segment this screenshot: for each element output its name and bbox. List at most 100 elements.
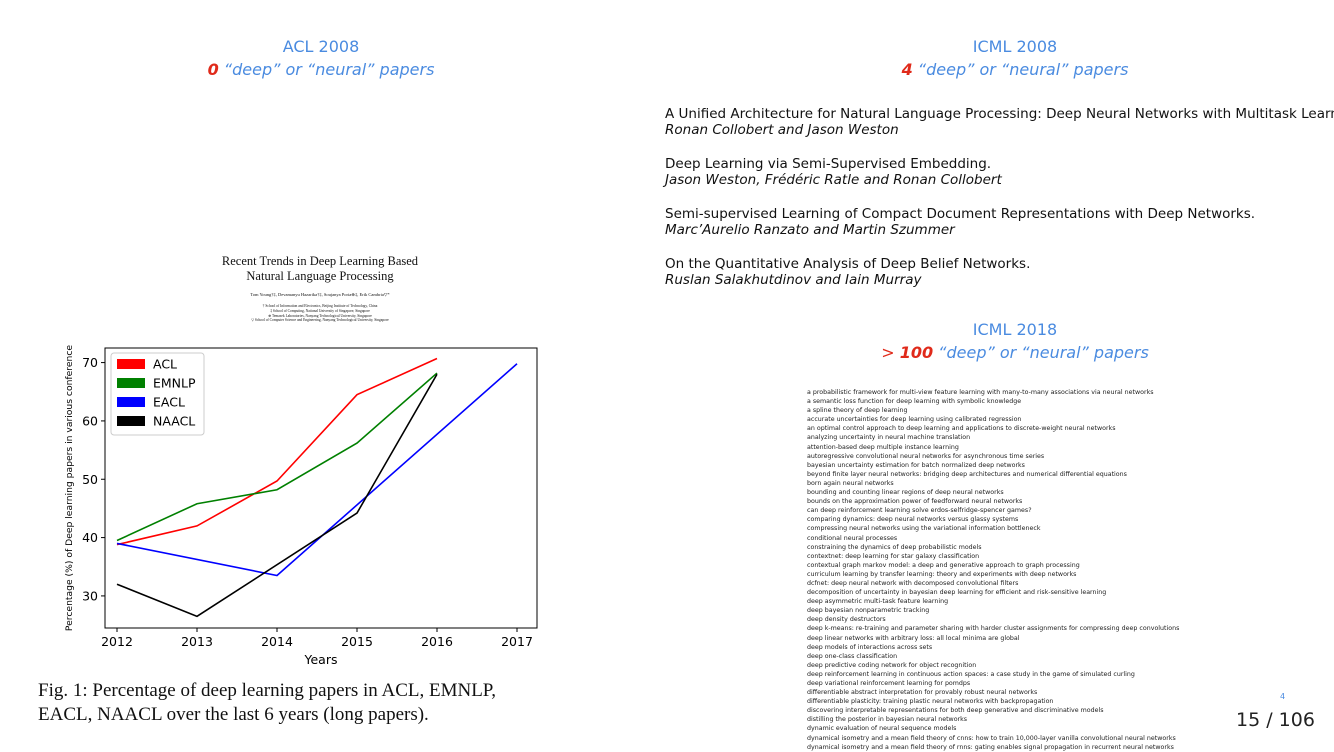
icml2018-title-item: a probabilistic framework for multi-view…	[807, 389, 1154, 396]
paper-authors: Ruslan Salakhutdinov and Iain Murray	[665, 272, 922, 288]
paper-title: Deep Learning via Semi-Supervised Embedd…	[665, 156, 992, 172]
icml2018-title-item: deep density destructors	[807, 616, 886, 624]
embedded-paper-header: Recent Trends in Deep Learning Based Nat…	[170, 254, 470, 323]
icml2018-title-item: dynamical isometry and a mean field theo…	[807, 734, 1176, 742]
icml2018-label: “deep” or “neural” papers	[933, 343, 1149, 362]
icml2018-title-item: deep bayesian nonparametric tracking	[807, 607, 930, 615]
icml2018-title-item: a spline theory of deep learning	[807, 407, 908, 415]
legend-swatch-eacl	[117, 397, 145, 407]
icml2018-title-item: bounds on the approximation power of fee…	[807, 498, 1023, 506]
chart-lines	[116, 357, 518, 618]
icml2018-title-item: dcfnet: deep neural network with decompo…	[807, 579, 1019, 587]
icml2018-title-item: deep k-means: re-training and parameter …	[807, 625, 1180, 633]
figure-caption-line1: Fig. 1: Percentage of deep learning pape…	[38, 680, 497, 701]
icml2018-title-item: conditional neural processes	[807, 534, 898, 542]
icml2018-title-item: differentiable abstract interpretation f…	[807, 689, 1038, 697]
legend-label-eacl: EACL	[153, 395, 185, 410]
icml2018-title-item: autoregressive convolutional neural netw…	[807, 452, 1045, 460]
paper-title: A Unified Architecture for Natural Langu…	[665, 106, 1334, 122]
paper-item: Deep Learning via Semi-Supervised Embedd…	[665, 156, 1334, 206]
icml2018-title-item: dynamic evaluation of neural sequence mo…	[807, 725, 957, 733]
embedded-paper-affil2: ‡ School of Computing, National Universi…	[270, 308, 370, 313]
icml2018-title-item: dynamical isometry and a mean field theo…	[807, 743, 1174, 751]
legend-label-naacl: NAACL	[153, 414, 195, 429]
icml2018-title-item: deep variational reinforcement learning …	[807, 680, 971, 687]
icml2018-title-list: a probabilistic framework for multi-view…	[807, 388, 1267, 752]
icml2018-title-item: compressing neural networks using the va…	[807, 525, 1041, 533]
series-line-naacl	[116, 373, 438, 618]
legend-box	[110, 352, 205, 436]
icml2008-subtitle: 4 “deep” or “neural” papers	[815, 60, 1215, 79]
paper-authors: Ronan Collobert and Jason Weston	[665, 122, 899, 138]
footnote-mark: 4	[1280, 692, 1286, 701]
x-tick-label: 2017	[501, 634, 533, 649]
paper-item: Semi-supervised Learning of Compact Docu…	[665, 206, 1334, 256]
embedded-paper-title-line1: Recent Trends in Deep Learning Based	[221, 254, 419, 268]
chart-yticks: 30 40 50 60 70	[82, 355, 105, 603]
acl2008-label: “deep” or “neural” papers	[218, 60, 435, 79]
embedded-paper-title-line2: Natural Language Processing	[246, 269, 394, 283]
x-tick-label: 2016	[421, 634, 453, 649]
icml2018-title-item: accurate uncertainties for deep learning…	[807, 416, 1022, 424]
chart-ylabel: Percentage (%) of Deep learning papers i…	[64, 345, 75, 631]
icml2018-title-item: curriculum learning by transfer learning…	[807, 570, 1077, 578]
x-tick-label: 2015	[341, 634, 373, 649]
paper-item: A Unified Architecture for Natural Langu…	[665, 106, 1334, 156]
icml2008-title: ICML 2008	[972, 37, 1058, 56]
paper-authors: Marc’Aurelio Ranzato and Martin Szummer	[665, 222, 955, 238]
legend-swatch-emnlp	[117, 378, 145, 388]
icml2018-title-item: deep models of interactions across sets	[807, 643, 933, 651]
icml2018-title-item: decomposition of uncertainty in bayesian…	[807, 589, 1107, 597]
legend-swatch-naacl	[117, 416, 145, 426]
embedded-paper-affil4: ▽ School of Computer Science and Enginee…	[251, 318, 389, 323]
paper-item: On the Quantitative Analysis of Deep Bel…	[665, 256, 1334, 306]
chart-legend: ACL EMNLP EACL NAACL	[110, 352, 205, 436]
embedded-paper-affil3: ⊕ Temasek Laboratories, Nanyang Technolo…	[268, 313, 372, 318]
icml2018-title-item: constraining the dynamics of deep probab…	[807, 543, 982, 551]
icml2018-count: 100	[899, 343, 934, 362]
icml2018-title-item: deep asymmetric multi-task feature learn…	[807, 598, 949, 606]
icml2018-subtitle: > 100 “deep” or “neural” papers	[815, 343, 1215, 362]
icml2018-title-item: analyzing uncertainty in neural machine …	[807, 434, 971, 442]
icml2018-title-item: differentiable plasticity: training plas…	[807, 698, 1054, 706]
icml2018-title-item: beyond finite layer neural networks: bri…	[807, 470, 1127, 478]
legend-label-acl: ACL	[153, 357, 177, 372]
legend-swatch-acl	[117, 359, 145, 369]
icml2018-title-item: deep linear networks with arbitrary loss…	[807, 634, 1020, 642]
deep-learning-papers-chart: 30 40 50 60 70 2012 2013 2014 2015 2016 2017 ACL E…	[64, 345, 538, 667]
y-tick-label: 50	[82, 472, 98, 487]
icml2018-title-item: deep one-class classification	[807, 652, 898, 660]
paper-title: On the Quantitative Analysis of Deep Bel…	[665, 256, 1031, 272]
figure-caption-line2: EACL, NAACL over the last 6 years (long …	[38, 704, 429, 725]
icml2018-title-item: bounding and counting linear regions of …	[807, 489, 1004, 497]
paper-authors: Jason Weston, Frédéric Ratle and Ronan C…	[665, 172, 1002, 188]
series-line-emnlp	[116, 372, 438, 542]
icml2018-title-item: a semantic loss function for deep learni…	[807, 398, 1022, 406]
x-tick-label: 2013	[181, 634, 213, 649]
acl2008-count: 0	[207, 60, 219, 79]
chart-xlabel: Years	[304, 652, 338, 667]
icml2018-title-item: discovering interpretable representation…	[807, 707, 1104, 715]
icml2018-title-item: comparing dynamics: deep neural networks…	[807, 516, 1019, 524]
icml2018-title-item: bayesian uncertainty estimation for batc…	[807, 461, 1025, 469]
icml2018-title-item: contextual graph markov model: a deep an…	[807, 561, 1080, 569]
figure-caption: Fig. 1: Percentage of deep learning pape…	[38, 679, 496, 727]
chart-xticks: 2012 2013 2014 2015 2016 2017	[101, 628, 533, 649]
acl2008-subtitle: 0 “deep” or “neural” papers	[121, 60, 521, 79]
series-line-acl	[116, 357, 438, 546]
icml2018-title-item: deep reinforcement learning in continuou…	[807, 670, 1135, 678]
icml2018-prefix: >	[881, 343, 900, 362]
embedded-paper-authors: Tom Young†‡, Devamanyu Hazarika†‡, Souja…	[250, 292, 390, 297]
y-tick-label: 30	[82, 588, 98, 603]
x-tick-label: 2014	[261, 634, 293, 649]
paper-list: A Unified Architecture for Natural Langu…	[665, 106, 1334, 306]
icml2018-title-item: deep predictive coding network for objec…	[807, 661, 977, 669]
page-number: 15 / 106	[1236, 709, 1315, 731]
icml2008-label: “deep” or “neural” papers	[912, 60, 1129, 79]
y-tick-label: 40	[82, 530, 98, 545]
y-tick-label: 70	[82, 355, 98, 370]
series-line-eacl	[116, 363, 518, 577]
icml2008-count: 4	[901, 60, 913, 79]
legend-label-emnlp: EMNLP	[153, 376, 196, 391]
icml2018-title-item: an optimal control approach to deep lear…	[807, 425, 1116, 433]
